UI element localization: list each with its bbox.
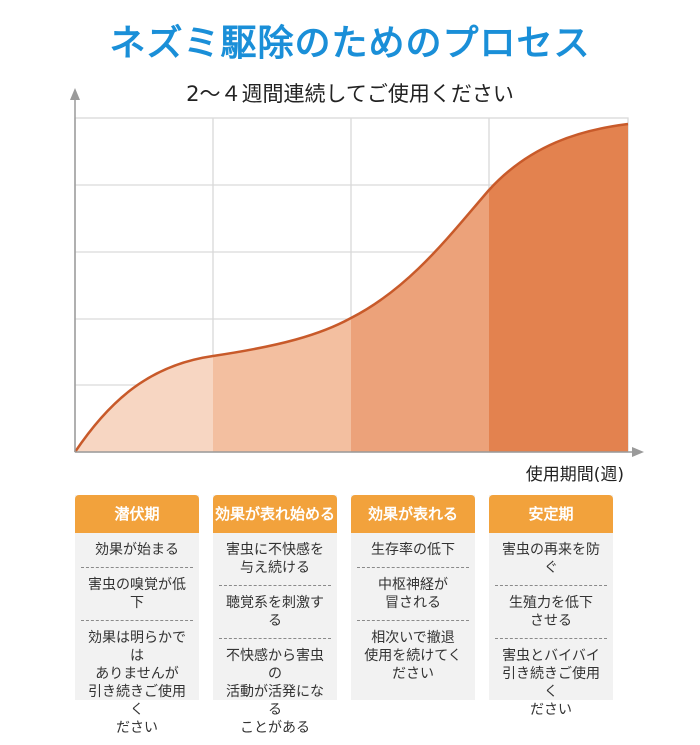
stage-column: 潜伏期 効果が始まる 害虫の嗅覚が低下効果は明らかでは ありませんが 引き続きご使用… (75, 495, 199, 736)
page-title: ネズミ駆除のためのプロセス (109, 23, 591, 64)
stage-header: 安定期 (489, 495, 613, 533)
x-axis-label: 使用期間(週) (525, 465, 624, 485)
progress-curve (73, 122, 629, 453)
chart-subtitle: 2～４週間連続してご使用ください (186, 82, 514, 106)
stage-item: 害虫に不快感を 与え続ける (219, 533, 331, 586)
stage-item: 不快感から害虫の 活動が活発になる ことがある (226, 648, 324, 736)
stage-band-1 (75, 124, 213, 452)
stage-item: 相次いで撤退 使用を続けてく ださい (364, 630, 462, 682)
chart-axes (70, 88, 644, 457)
stage-band-3 (351, 124, 489, 452)
stage-header: 潜伏期 (75, 495, 199, 533)
growth-chart (70, 88, 644, 457)
stage-header: 効果が表れ始める (213, 495, 337, 533)
stage-item: 生存率の低下 (357, 533, 469, 568)
stage-column: 効果が表れ始める 害虫に不快感を 与え続ける 聴覚系を刺激する不快感から害虫の 活動… (213, 495, 337, 736)
stage-column: 安定期 害虫の再来を防ぐ 生殖力を低下 させる害虫とバイバイ 引き続きご使用く ださ… (489, 495, 613, 718)
stage-item: 害虫の再来を防ぐ (495, 533, 607, 586)
stage-item: 効果は明らかでは ありませんが 引き続きご使用く ださい (88, 630, 186, 736)
stage-item: 害虫とバイバイ 引き続きご使用く ださい (502, 648, 600, 718)
stage-item: 中枢神経が 冒される (357, 568, 469, 621)
stage-item: 害虫の嗅覚が低下 (81, 568, 193, 621)
stage-band-4 (489, 124, 628, 452)
stage-item: 効果が始まる (81, 533, 193, 568)
stage-band-2 (213, 124, 351, 452)
stage-item: 聴覚系を刺激する (219, 586, 331, 639)
stage-column: 効果が表れる 生存率の低下 中枢神経が 冒される 相次いで撤退 使用を続けてく ださい (351, 495, 475, 700)
stage-item: 生殖力を低下 させる (495, 586, 607, 639)
stage-header: 効果が表れる (351, 495, 475, 533)
